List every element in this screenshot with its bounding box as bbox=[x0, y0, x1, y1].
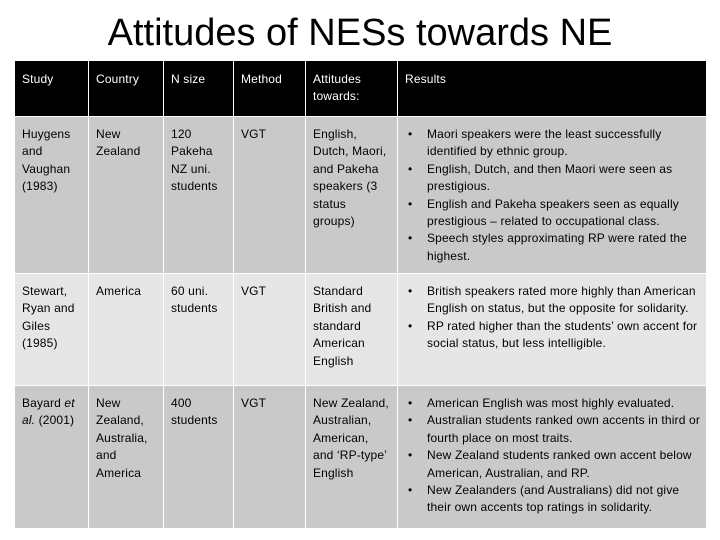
method-cell: VGT bbox=[233, 273, 306, 386]
attitudes-cell: English, Dutch, Maori, and Pakeha speake… bbox=[305, 116, 398, 274]
result-item: RP rated higher than the students’ own a… bbox=[405, 318, 700, 353]
n-size-cell: 400 students bbox=[163, 385, 234, 529]
study-year: (2001) bbox=[38, 413, 75, 428]
table-header-row: Study Country N size Method Attitudes to… bbox=[14, 60, 707, 117]
results-list: Maori speakers were the least successful… bbox=[405, 126, 700, 265]
result-item: English, Dutch, and then Maori were seen… bbox=[405, 161, 700, 196]
column-header-results: Results bbox=[397, 60, 707, 117]
result-item: American English was most highly evaluat… bbox=[405, 395, 700, 413]
column-header-study: Study bbox=[14, 60, 89, 117]
result-item: Speech styles approximating RP were rate… bbox=[405, 230, 700, 265]
n-size-cell: 120 Pakeha NZ uni. students bbox=[163, 116, 234, 274]
results-cell: American English was most highly evaluat… bbox=[397, 385, 707, 529]
studies-table: Study Country N size Method Attitudes to… bbox=[14, 60, 707, 529]
column-header-country: Country bbox=[88, 60, 164, 117]
study-et-al: et al. bbox=[22, 396, 75, 428]
results-cell: British speakers rated more highly than … bbox=[397, 273, 707, 386]
table-row: Bayard et al. (2001) New Zealand, Austra… bbox=[14, 385, 707, 529]
results-list: British speakers rated more highly than … bbox=[405, 283, 700, 353]
column-header-attitudes: Attitudes towards: bbox=[305, 60, 398, 117]
results-list: American English was most highly evaluat… bbox=[405, 395, 700, 517]
attitudes-cell: Standard British and standard American E… bbox=[305, 273, 398, 386]
attitudes-cell: New Zealand, Australian, American, and ‘… bbox=[305, 385, 398, 529]
study-cell: Huygens and Vaughan (1983) bbox=[14, 116, 89, 274]
method-cell: VGT bbox=[233, 116, 306, 274]
n-size-cell: 60 uni. students bbox=[163, 273, 234, 386]
result-item: English and Pakeha speakers seen as equa… bbox=[405, 196, 700, 231]
slide-title: Attitudes of NESs towards NE bbox=[107, 12, 613, 54]
table-row: Stewart, Ryan and Giles (1985) America 6… bbox=[14, 273, 707, 386]
country-cell: New Zealand bbox=[88, 116, 164, 274]
table-row: Huygens and Vaughan (1983) New Zealand 1… bbox=[14, 116, 707, 274]
result-item: New Zealand students ranked own accent b… bbox=[405, 447, 700, 482]
study-author: Bayard bbox=[22, 396, 61, 410]
result-item: British speakers rated more highly than … bbox=[405, 283, 700, 318]
study-cell: Stewart, Ryan and Giles (1985) bbox=[14, 273, 89, 386]
result-item: New Zealanders (and Australians) did not… bbox=[405, 482, 700, 517]
result-item: Maori speakers were the least successful… bbox=[405, 126, 700, 161]
method-cell: VGT bbox=[233, 385, 306, 529]
country-cell: New Zealand, Australia, and America bbox=[88, 385, 164, 529]
column-header-n-size: N size bbox=[163, 60, 234, 117]
results-cell: Maori speakers were the least successful… bbox=[397, 116, 707, 274]
country-cell: America bbox=[88, 273, 164, 386]
column-header-method: Method bbox=[233, 60, 306, 117]
study-cell: Bayard et al. (2001) bbox=[14, 385, 89, 529]
result-item: Australian students ranked own accents i… bbox=[405, 412, 700, 447]
